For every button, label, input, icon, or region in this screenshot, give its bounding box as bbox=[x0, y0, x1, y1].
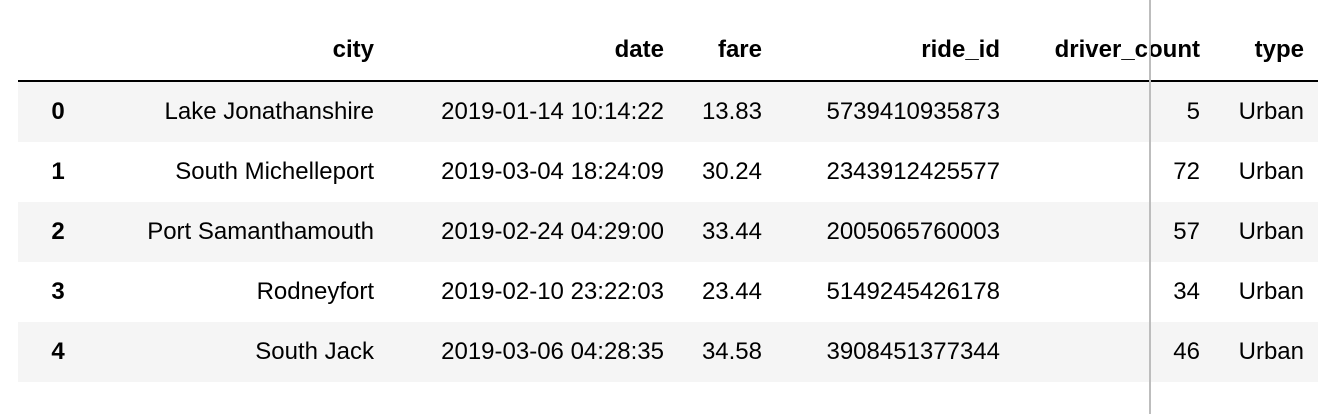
column-header-type: type bbox=[1214, 20, 1318, 82]
cell-date: 2019-01-14 10:14:22 bbox=[441, 98, 664, 125]
vertical-divider bbox=[1149, 0, 1151, 414]
cell-type: Urban bbox=[1238, 98, 1304, 125]
table-row: 4 South Jack 2019-03-06 04:28:35 34.58 3… bbox=[18, 322, 1318, 382]
cell-ride-id: 5149245426178 bbox=[826, 278, 1000, 305]
row-index: 1 bbox=[51, 158, 65, 185]
cell-type: Urban bbox=[1238, 218, 1304, 245]
table-body: 0 Lake Jonathanshire 2019-01-14 10:14:22… bbox=[18, 81, 1318, 382]
cell-type: Urban bbox=[1238, 338, 1304, 365]
column-header-city: city bbox=[98, 20, 388, 82]
cell-city: Port Samanthamouth bbox=[147, 218, 374, 245]
row-index: 4 bbox=[51, 338, 65, 365]
index-header bbox=[18, 20, 98, 82]
cell-type: Urban bbox=[1238, 158, 1304, 185]
table-row: 3 Rodneyfort 2019-02-10 23:22:03 23.44 5… bbox=[18, 262, 1318, 322]
row-index: 3 bbox=[51, 278, 65, 305]
cell-date: 2019-03-04 18:24:09 bbox=[441, 158, 664, 185]
cell-date: 2019-02-24 04:29:00 bbox=[441, 218, 664, 245]
cell-city: Lake Jonathanshire bbox=[164, 98, 374, 125]
table-row: 0 Lake Jonathanshire 2019-01-14 10:14:22… bbox=[18, 81, 1318, 142]
cell-driver-count: 34 bbox=[1173, 278, 1200, 305]
dataframe-table: city date fare ride_id driver_count type… bbox=[18, 20, 1318, 382]
cell-fare: 34.58 bbox=[701, 338, 762, 365]
cell-date: 2019-02-10 23:22:03 bbox=[441, 278, 664, 305]
row-index: 2 bbox=[51, 218, 65, 245]
cell-ride-id: 2005065760003 bbox=[826, 218, 1000, 245]
row-index: 0 bbox=[51, 98, 65, 125]
cell-fare: 30.24 bbox=[701, 158, 762, 185]
cell-city: South Michelleport bbox=[175, 158, 374, 185]
column-header-driver-count: driver_count bbox=[1014, 20, 1214, 82]
table-row: 1 South Michelleport 2019-03-04 18:24:09… bbox=[18, 142, 1318, 202]
cell-ride-id: 5739410935873 bbox=[826, 98, 1000, 125]
header-row: city date fare ride_id driver_count type bbox=[18, 20, 1318, 82]
cell-driver-count: 57 bbox=[1173, 218, 1200, 245]
cell-fare: 23.44 bbox=[701, 278, 762, 305]
cell-driver-count: 72 bbox=[1173, 158, 1200, 185]
cell-city: Rodneyfort bbox=[256, 278, 374, 305]
table-row: 2 Port Samanthamouth 2019-02-24 04:29:00… bbox=[18, 202, 1318, 262]
table-header: city date fare ride_id driver_count type bbox=[18, 20, 1318, 82]
column-header-date: date bbox=[388, 20, 678, 82]
cell-fare: 33.44 bbox=[701, 218, 762, 245]
column-header-fare: fare bbox=[678, 20, 776, 82]
dataframe-output: city date fare ride_id driver_count type… bbox=[18, 20, 1318, 382]
cell-fare: 13.83 bbox=[701, 98, 762, 125]
cell-type: Urban bbox=[1238, 278, 1304, 305]
cell-date: 2019-03-06 04:28:35 bbox=[441, 338, 664, 365]
column-header-ride-id: ride_id bbox=[776, 20, 1014, 82]
cell-driver-count: 46 bbox=[1173, 338, 1200, 365]
cell-ride-id: 3908451377344 bbox=[826, 338, 1000, 365]
cell-city: South Jack bbox=[255, 338, 374, 365]
cell-driver-count: 5 bbox=[1186, 98, 1200, 125]
cell-ride-id: 2343912425577 bbox=[826, 158, 1000, 185]
